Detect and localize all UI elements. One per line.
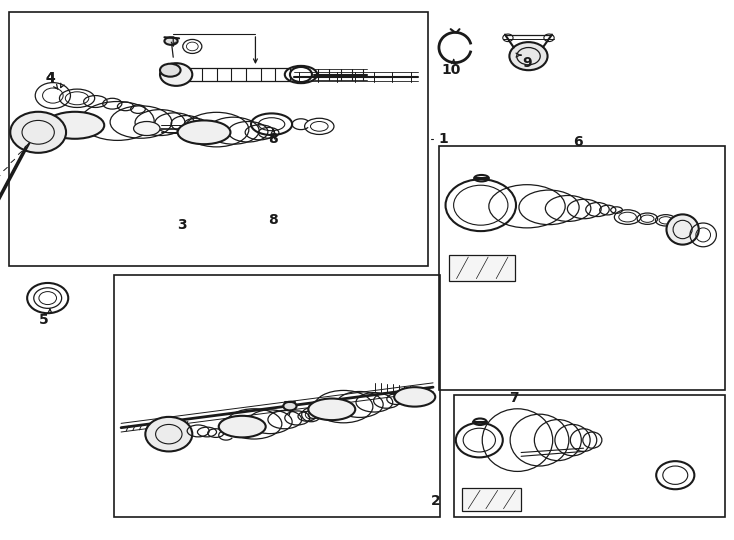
Text: 7: 7 — [509, 391, 519, 405]
Bar — [9, 12, 428, 266]
Ellipse shape — [134, 122, 160, 136]
Text: 5: 5 — [39, 313, 49, 327]
Text: 1: 1 — [438, 132, 448, 146]
Ellipse shape — [308, 399, 355, 420]
Text: 6: 6 — [573, 135, 583, 149]
Ellipse shape — [160, 63, 192, 86]
Bar — [462, 488, 521, 511]
Ellipse shape — [46, 112, 104, 139]
Bar — [449, 255, 515, 281]
Circle shape — [509, 42, 548, 70]
Text: 10: 10 — [442, 63, 461, 77]
Ellipse shape — [394, 387, 435, 407]
Ellipse shape — [178, 120, 230, 144]
Text: 3: 3 — [177, 218, 187, 232]
Text: 8: 8 — [268, 132, 278, 146]
Circle shape — [10, 112, 66, 153]
Text: 4: 4 — [45, 71, 55, 85]
Circle shape — [145, 417, 192, 451]
Bar — [439, 146, 725, 390]
Text: 4: 4 — [45, 71, 55, 85]
Ellipse shape — [160, 64, 181, 77]
Bar — [454, 395, 725, 517]
Ellipse shape — [283, 402, 297, 410]
Text: 8: 8 — [268, 213, 278, 227]
Text: 2: 2 — [430, 494, 440, 508]
Ellipse shape — [164, 37, 178, 45]
Ellipse shape — [219, 416, 266, 437]
Bar — [114, 275, 440, 517]
Ellipse shape — [666, 214, 699, 245]
Text: 9: 9 — [522, 56, 532, 70]
